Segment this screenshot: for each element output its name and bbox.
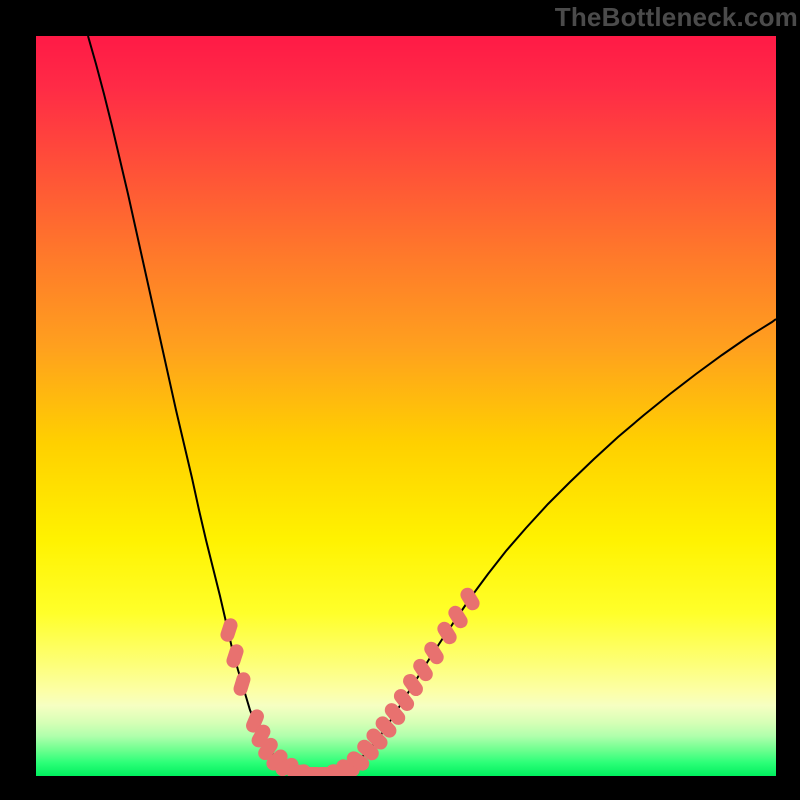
watermark-label: TheBottleneck.com bbox=[555, 2, 798, 33]
plot-area bbox=[36, 36, 776, 776]
marker-point bbox=[225, 642, 246, 669]
curve-markers bbox=[36, 36, 776, 776]
marker-point bbox=[219, 616, 240, 643]
outer-frame bbox=[0, 0, 800, 800]
marker-point bbox=[458, 585, 482, 613]
marker-point bbox=[232, 670, 252, 697]
